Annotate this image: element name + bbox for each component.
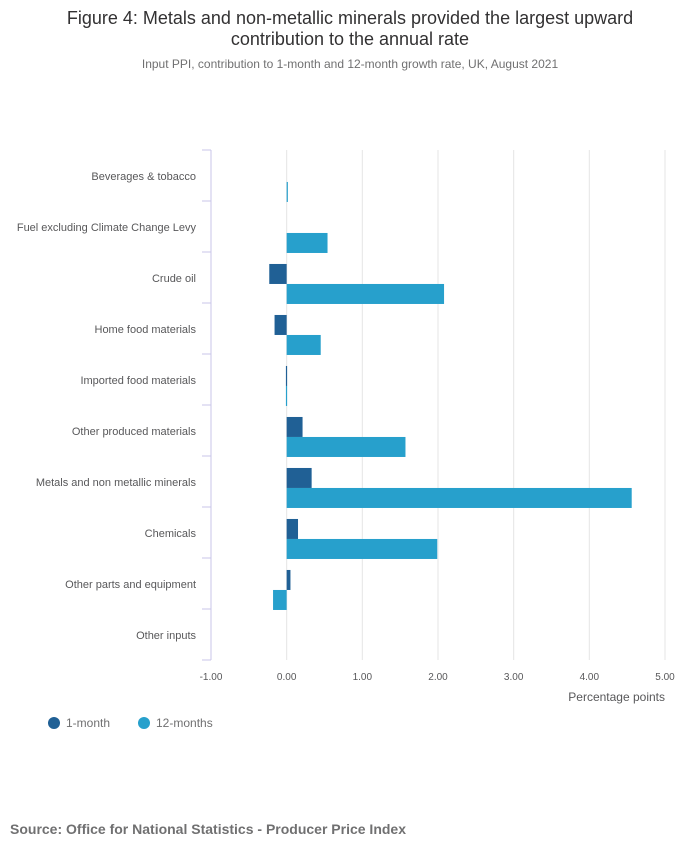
chart-title: Figure 4: Metals and non-metallic minera… bbox=[66, 8, 634, 49]
bar-12-months-4 bbox=[285, 385, 288, 406]
category-label: Fuel excluding Climate Change Levy bbox=[17, 222, 197, 234]
category-label: Home food materials bbox=[95, 324, 197, 336]
x-tick-label: 5.00 bbox=[655, 672, 675, 683]
x-tick-label: 2.00 bbox=[428, 672, 448, 683]
legend-item-12-months[interactable]: 12-months bbox=[138, 716, 213, 730]
bar-1-month-4 bbox=[285, 365, 288, 386]
source-note: Source: Office for National Statistics -… bbox=[10, 821, 406, 837]
bar-12-months-7 bbox=[286, 538, 438, 559]
legend-marker-12-months bbox=[138, 717, 150, 729]
bar-12-months-8 bbox=[273, 589, 287, 610]
bar-1-month-6 bbox=[286, 467, 312, 488]
category-label: Crude oil bbox=[152, 273, 196, 285]
bar-12-months-5 bbox=[286, 436, 406, 457]
legend-label-1-month: 1-month bbox=[66, 716, 111, 730]
category-label: Other parts and equipment bbox=[65, 579, 196, 591]
bar-12-months-6 bbox=[286, 487, 632, 508]
bar-1-month-7 bbox=[286, 518, 299, 539]
category-label: Imported food materials bbox=[80, 375, 196, 387]
legend-marker-1-month bbox=[48, 717, 60, 729]
bar-12-months-0 bbox=[286, 181, 288, 202]
bar-12-months-1 bbox=[286, 232, 328, 253]
category-label: Chemicals bbox=[145, 528, 197, 540]
bar-12-months-2 bbox=[286, 283, 445, 304]
x-tick-label: -1.00 bbox=[200, 672, 223, 683]
x-tick-label: 4.00 bbox=[580, 672, 600, 683]
category-label: Beverages & tobacco bbox=[91, 171, 196, 183]
category-label: Metals and non metallic minerals bbox=[36, 477, 197, 489]
x-tick-label: 1.00 bbox=[353, 672, 373, 683]
bar-1-month-2 bbox=[269, 263, 287, 284]
bar-1-month-8 bbox=[286, 569, 291, 590]
bar-1-month-3 bbox=[274, 314, 287, 335]
category-label: Other inputs bbox=[136, 630, 196, 642]
x-tick-label: 3.00 bbox=[504, 672, 524, 683]
category-label: Other produced materials bbox=[72, 426, 197, 438]
x-axis-title: Percentage points bbox=[568, 690, 665, 704]
bar-1-month-5 bbox=[286, 416, 303, 437]
chart-subtitle: Input PPI, contribution to 1-month and 1… bbox=[141, 57, 559, 71]
x-tick-label: 0.00 bbox=[277, 672, 297, 683]
legend-label-12-months: 12-months bbox=[156, 716, 213, 730]
bar-12-months-3 bbox=[286, 334, 321, 355]
legend-item-1-month[interactable]: 1-month bbox=[48, 716, 110, 730]
